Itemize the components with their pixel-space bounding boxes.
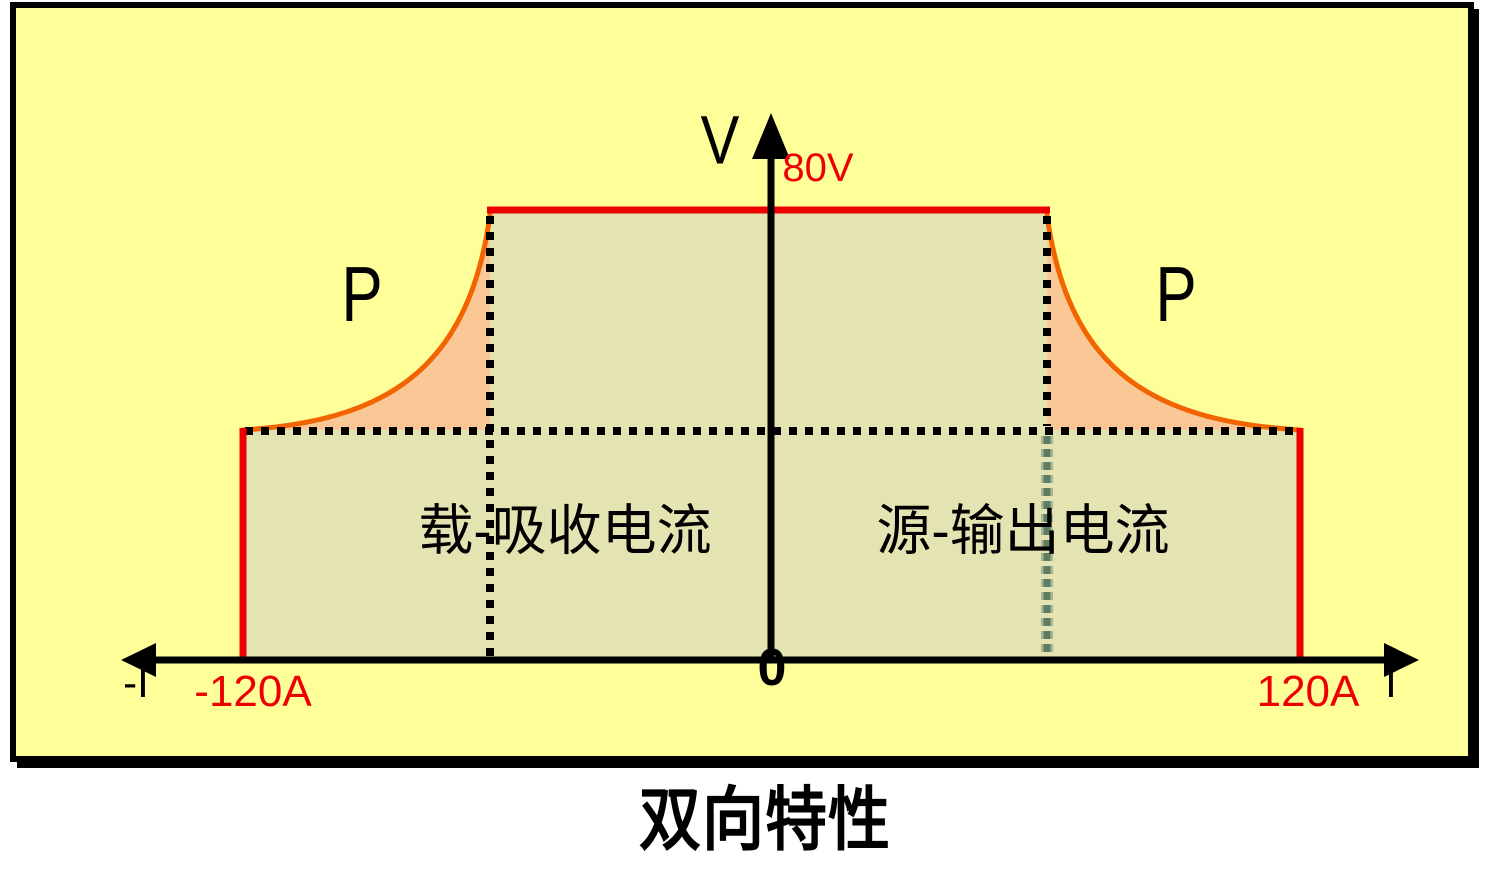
current-max-label: 120A <box>1256 667 1360 716</box>
x-axis-arrow-left-icon <box>121 643 156 677</box>
region-label-source: 源-输出电流 <box>876 499 1170 562</box>
power-region-right <box>1047 215 1300 430</box>
y-axis-label: V <box>700 102 740 179</box>
region-label-sink: 载-吸收电流 <box>418 499 712 562</box>
power-label-right: P <box>1155 252 1197 339</box>
power-label-left: P <box>341 252 383 339</box>
origin-label: 0 <box>757 639 787 697</box>
x-axis-pos-label: I <box>1385 659 1397 706</box>
x-axis-arrow-right-icon <box>1384 643 1419 677</box>
power-curve-left <box>240 212 493 433</box>
y-axis-arrow-icon <box>752 113 790 159</box>
power-curve-right <box>1044 212 1303 433</box>
power-region-left <box>243 215 490 430</box>
current-min-label: -120A <box>194 667 312 716</box>
page-title: 双向特性 <box>638 781 892 860</box>
x-axis-neg-label: -I <box>123 659 149 706</box>
voltage-max-label: 80V <box>782 146 854 190</box>
